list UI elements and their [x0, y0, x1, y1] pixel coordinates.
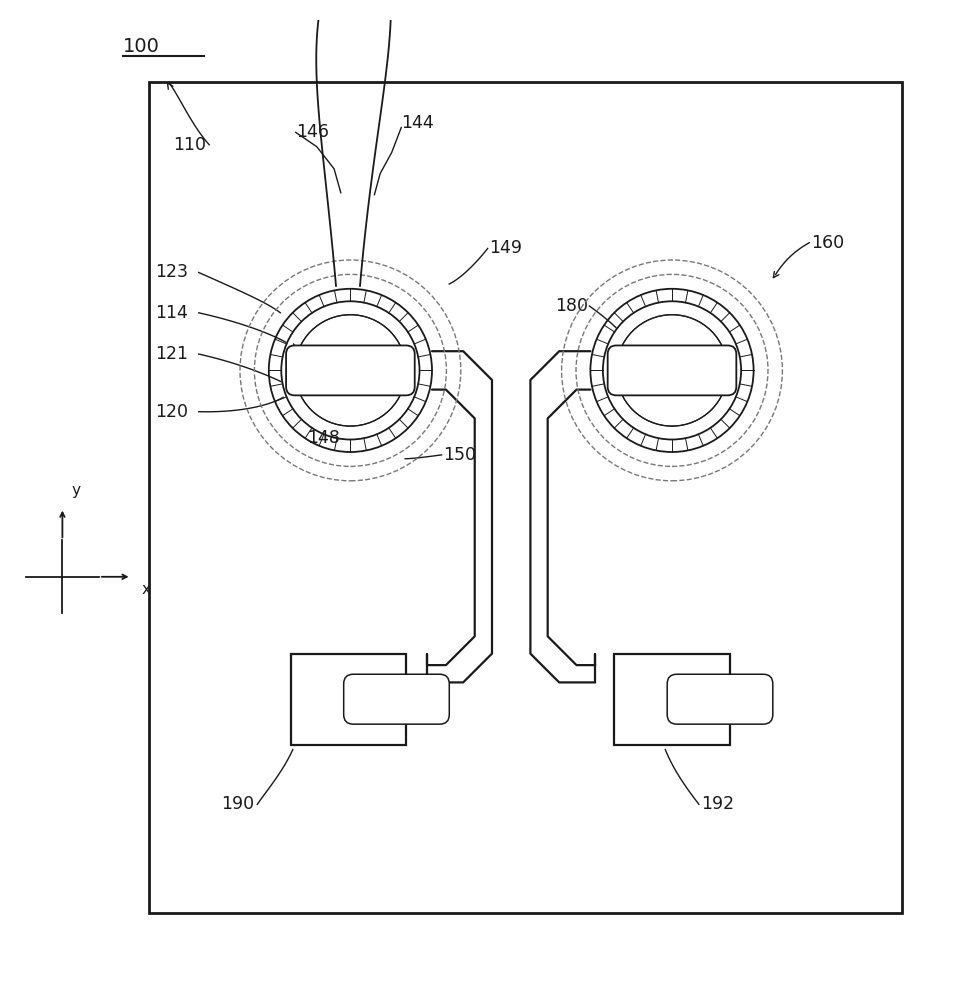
Circle shape: [281, 301, 420, 440]
Text: 123: 123: [156, 263, 188, 281]
Text: 148: 148: [307, 429, 340, 447]
Text: 192: 192: [701, 795, 734, 813]
FancyBboxPatch shape: [608, 345, 736, 395]
Text: 180: 180: [555, 297, 588, 315]
Text: 149: 149: [490, 239, 522, 257]
FancyBboxPatch shape: [286, 345, 415, 395]
Text: 120: 120: [156, 403, 188, 421]
Text: 144: 144: [401, 114, 434, 132]
Text: y: y: [72, 483, 81, 498]
Text: 121: 121: [156, 345, 188, 363]
Text: 146: 146: [296, 123, 328, 141]
Text: 150: 150: [444, 446, 476, 464]
Bar: [614, 654, 730, 745]
Circle shape: [616, 315, 728, 426]
Circle shape: [295, 315, 406, 426]
FancyBboxPatch shape: [344, 674, 449, 724]
Circle shape: [562, 260, 782, 481]
Text: 100: 100: [123, 37, 159, 56]
Text: 110: 110: [173, 136, 205, 154]
Circle shape: [603, 301, 741, 440]
Text: x: x: [141, 582, 150, 597]
Bar: [291, 654, 406, 745]
Text: 190: 190: [221, 795, 254, 813]
Circle shape: [240, 260, 461, 481]
Text: 114: 114: [156, 304, 188, 322]
Bar: [149, 82, 902, 913]
Text: 160: 160: [811, 234, 845, 252]
FancyBboxPatch shape: [667, 674, 773, 724]
